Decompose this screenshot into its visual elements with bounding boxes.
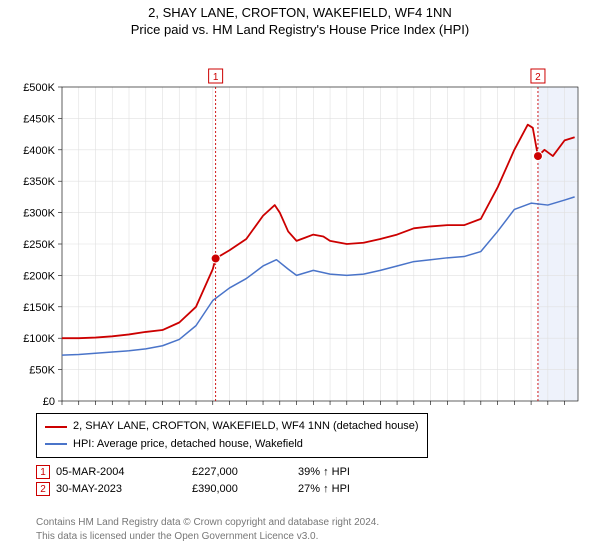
transaction-price: £227,000 xyxy=(192,466,292,478)
transaction-marker: 2 xyxy=(36,482,50,496)
svg-text:£200K: £200K xyxy=(23,270,55,282)
transaction-table: 1 05-MAR-2004 £227,000 39% ↑ HPI 2 30-MAY-202… xyxy=(36,465,418,499)
transaction-date: 30-MAY-2023 xyxy=(56,483,186,495)
legend-label: 2, SHAY LANE, CROFTON, WAKEFIELD, WF4 1N… xyxy=(73,418,419,436)
legend-swatch xyxy=(45,426,67,428)
svg-text:£0: £0 xyxy=(43,396,55,407)
legend-item: HPI: Average price, detached house, Wake… xyxy=(45,436,419,454)
chart-subtitle: Price paid vs. HM Land Registry's House … xyxy=(0,22,600,41)
svg-text:£250K: £250K xyxy=(23,239,55,251)
svg-text:2: 2 xyxy=(535,72,541,83)
price-chart: £0 £50K £100K £150K £200K £250K £300K £350K £400… xyxy=(0,41,600,407)
transaction-date: 05-MAR-2004 xyxy=(56,466,186,478)
svg-text:£150K: £150K xyxy=(23,301,55,313)
svg-text:1: 1 xyxy=(213,72,219,83)
svg-text:£450K: £450K xyxy=(23,113,55,125)
svg-text:£350K: £350K xyxy=(23,176,55,188)
footer-line: This data is licensed under the Open Gov… xyxy=(36,530,379,544)
legend-swatch xyxy=(45,443,67,445)
footer-attribution: Contains HM Land Registry data © Crown c… xyxy=(36,516,379,543)
legend: 2, SHAY LANE, CROFTON, WAKEFIELD, WF4 1N… xyxy=(36,413,428,458)
svg-text:£500K: £500K xyxy=(23,82,55,94)
footer-line: Contains HM Land Registry data © Crown c… xyxy=(36,516,379,530)
transaction-delta: 27% ↑ HPI xyxy=(298,483,418,495)
svg-text:£400K: £400K xyxy=(23,144,55,156)
svg-text:£50K: £50K xyxy=(29,364,55,376)
legend-item: 2, SHAY LANE, CROFTON, WAKEFIELD, WF4 1N… xyxy=(45,418,419,436)
transaction-row: 2 30-MAY-2023 £390,000 27% ↑ HPI xyxy=(36,482,418,496)
transaction-marker: 1 xyxy=(36,465,50,479)
chart-title: 2, SHAY LANE, CROFTON, WAKEFIELD, WF4 1N… xyxy=(0,0,600,22)
svg-text:£300K: £300K xyxy=(23,207,55,219)
transaction-row: 1 05-MAR-2004 £227,000 39% ↑ HPI xyxy=(36,465,418,479)
svg-text:£100K: £100K xyxy=(23,333,55,345)
transaction-delta: 39% ↑ HPI xyxy=(298,466,418,478)
legend-label: HPI: Average price, detached house, Wake… xyxy=(73,436,303,454)
transaction-price: £390,000 xyxy=(192,483,292,495)
